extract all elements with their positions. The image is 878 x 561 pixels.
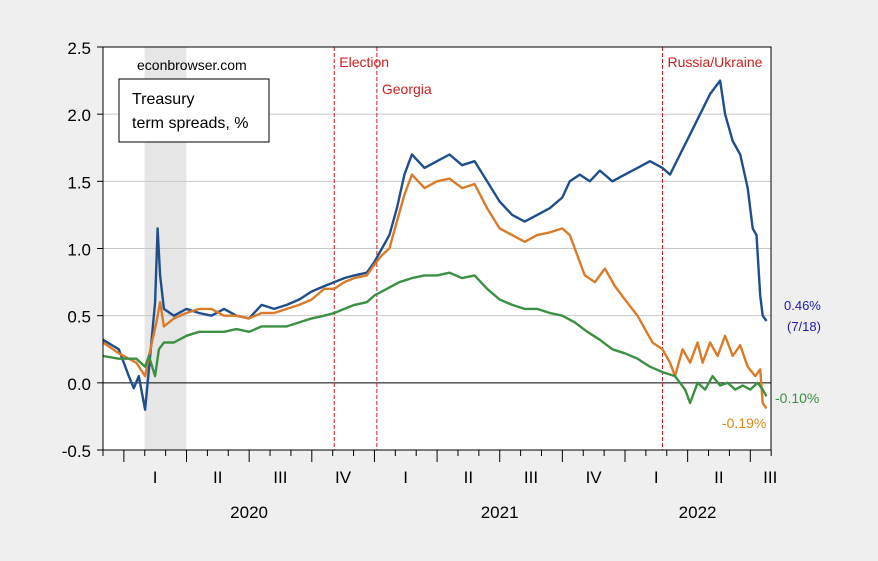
end-label-green: -0.10% <box>775 390 819 406</box>
end-label-orange: -0.19% <box>722 415 766 431</box>
source-label: econbrowser.com <box>137 57 247 73</box>
quarter-label: II <box>464 468 473 487</box>
end-label-blue: 0.46% <box>784 298 821 313</box>
end-labels: 0.46% (7/18) -0.10% -0.19% <box>722 298 821 431</box>
box-title-line2: term spreads, % <box>132 115 248 132</box>
year-label: 2022 <box>679 503 717 522</box>
series-lines <box>102 79 768 411</box>
y-tick-label: 0.5 <box>67 308 91 327</box>
event-label: Russia/Ukraine <box>668 54 763 70</box>
event-label: Georgia <box>382 81 432 97</box>
series-line-1 <box>102 79 768 411</box>
y-tick-label: 2.5 <box>67 39 91 58</box>
quarter-label: III <box>524 468 538 487</box>
quarter-label: II <box>714 468 723 487</box>
legend-box-frame <box>118 78 270 143</box>
quarter-label: I <box>403 468 408 487</box>
y-tick-label: 2.0 <box>67 106 91 125</box>
event-lines: Election Georgia Russia/Ukraine <box>333 47 763 450</box>
series-line-3 <box>102 271 768 405</box>
y-tick-label: 0.0 <box>67 375 91 394</box>
quarter-label: III <box>273 468 287 487</box>
box-title-line1: Treasury <box>132 91 195 108</box>
y-tick-label: 1.5 <box>67 173 91 192</box>
series-line-2 <box>102 173 768 410</box>
event-label: Election <box>339 54 389 70</box>
y-tick-label: -0.5 <box>62 442 91 461</box>
y-axis-ticks: 2.5 2.0 1.5 1.0 0.5 0.0 -0.5 <box>62 39 103 461</box>
year-label: 2020 <box>230 503 268 522</box>
quarter-label: IV <box>586 468 603 487</box>
quarter-label: I <box>654 468 659 487</box>
end-note-blue: (7/18) <box>787 319 821 334</box>
legend-box: Treasury term spreads, % <box>118 78 270 143</box>
y-tick-label: 1.0 <box>67 241 91 260</box>
quarter-label: III <box>763 468 777 487</box>
year-label: 2021 <box>481 503 519 522</box>
quarter-label: IV <box>335 468 352 487</box>
quarter-label: I <box>153 468 158 487</box>
quarter-label: II <box>213 468 222 487</box>
